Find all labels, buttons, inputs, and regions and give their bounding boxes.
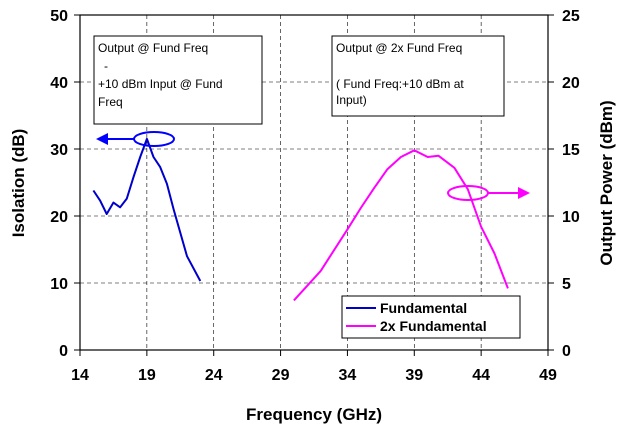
y2-axis-title: Output Power (dBm)	[597, 100, 616, 265]
annotation-fundamental-line-2: -	[104, 59, 108, 73]
y2-tick-label: 10	[562, 209, 580, 226]
x-tick-label: 14	[71, 367, 89, 384]
y-tick-label: 30	[50, 142, 68, 159]
axis-ticks: 14 19 24 29 34 39 44 49 0 10 20 30 40 50 0 5 10 15 20 25	[50, 8, 580, 384]
fundamental-axis-indicator	[96, 131, 175, 147]
annotation-fundamental: Output @ Fund Freq - +10 dBm Input @ Fun…	[93, 35, 263, 125]
series-layer	[92, 137, 509, 302]
legend-label-2x-fundamental: 2x Fundamental	[380, 318, 487, 334]
x-tick-label: 29	[272, 367, 290, 384]
annotation-fundamental-line-4: Freq	[98, 95, 123, 109]
y2-tick-label: 20	[562, 75, 580, 92]
x-axis-title: Frequency (GHz)	[246, 405, 382, 424]
annotation-2x-line-2: ( Fund Freq:+10 dBm at	[336, 77, 464, 91]
legend-label-fundamental: Fundamental	[380, 300, 467, 316]
x-tick-label: 44	[472, 367, 490, 384]
y2-tick-label: 15	[562, 142, 580, 159]
y-tick-label: 0	[59, 343, 68, 360]
annotation-fundamental-line-1: Output @ Fund Freq	[98, 41, 208, 55]
x-tick-label: 34	[339, 367, 357, 384]
legend: Fundamental 2x Fundamental	[341, 295, 521, 339]
y-tick-label: 10	[50, 276, 68, 293]
y-tick-label: 20	[50, 209, 68, 226]
x-tick-label: 39	[405, 367, 423, 384]
series-line-fundamental	[92, 137, 202, 282]
series-line-2x-fundamental	[293, 149, 509, 302]
y-tick-label: 40	[50, 75, 68, 92]
x-tick-label: 19	[138, 367, 156, 384]
y2-tick-label: 5	[562, 276, 571, 293]
y-tick-label: 50	[50, 8, 68, 25]
annotation-2x-line-1: Output @ 2x Fund Freq	[336, 41, 462, 55]
y2-tick-label: 0	[562, 343, 571, 360]
x-tick-label: 24	[205, 367, 223, 384]
annotation-fundamental-line-3: +10 dBm Input @ Fund	[98, 77, 223, 91]
annotation-2x-fundamental: Output @ 2x Fund Freq ( Fund Freq:+10 dB…	[331, 35, 505, 117]
2x-fundamental-axis-indicator	[447, 185, 530, 201]
x-tick-label: 49	[539, 367, 557, 384]
y2-tick-label: 25	[562, 8, 580, 25]
y-axis-title: Isolation (dB)	[9, 129, 28, 238]
annotation-2x-line-3: Input)	[336, 93, 367, 107]
